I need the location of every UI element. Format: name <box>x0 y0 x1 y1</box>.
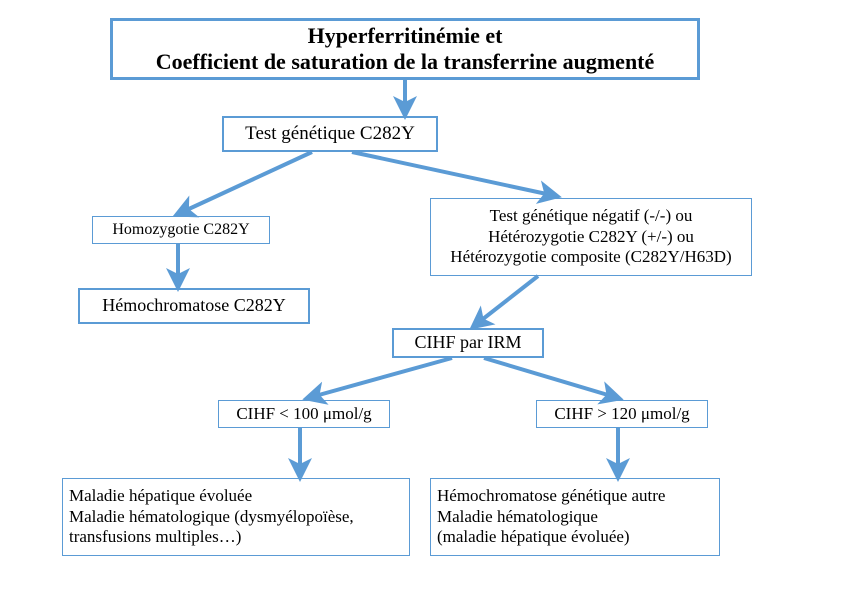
node-line: Hétérozygotie composite (C282Y/H63D) <box>450 247 731 267</box>
node-test: Test génétique C282Y <box>222 116 438 152</box>
node-line: Hyperferritinémie et <box>308 23 503 49</box>
node-line: Hétérozygotie C282Y (+/-) ou <box>488 227 694 247</box>
node-line: Test génétique négatif (-/-) ou <box>490 206 693 226</box>
flow-arrow <box>178 152 312 214</box>
node-line: Coefficient de saturation de la transfer… <box>156 49 655 75</box>
flow-arrow <box>484 358 618 398</box>
node-cihf-high: CIHF > 120 μmol/g <box>536 400 708 428</box>
node-result-right: Hémochromatose génétique autreMaladie hé… <box>430 478 720 556</box>
node-line: Hémochromatose génétique autre <box>437 486 665 506</box>
flow-arrow <box>352 152 556 196</box>
node-line: Hémochromatose C282Y <box>102 295 285 317</box>
node-homo: Homozygotie C282Y <box>92 216 270 244</box>
node-hetero: Test génétique négatif (-/-) ouHétérozyg… <box>430 198 752 276</box>
node-line: Homozygotie C282Y <box>112 220 249 239</box>
node-line: Test génétique C282Y <box>245 123 415 146</box>
node-cihf-low: CIHF < 100 μmol/g <box>218 400 390 428</box>
node-cihf: CIHF par IRM <box>392 328 544 358</box>
node-line: Maladie hématologique <box>437 507 598 527</box>
node-line: CIHF > 120 μmol/g <box>554 404 689 424</box>
node-hemoc: Hémochromatose C282Y <box>78 288 310 324</box>
node-start: Hyperferritinémie etCoefficient de satur… <box>110 18 700 80</box>
node-line: Maladie hématologique (dysmyélopoïèse, <box>69 507 354 527</box>
node-result-left: Maladie hépatique évoluéeMaladie hématol… <box>62 478 410 556</box>
node-line: (maladie hépatique évoluée) <box>437 527 630 547</box>
flow-arrow <box>474 276 538 326</box>
node-line: Maladie hépatique évoluée <box>69 486 252 506</box>
node-line: CIHF < 100 μmol/g <box>236 404 371 424</box>
flow-arrow <box>308 358 452 398</box>
node-line: transfusions multiples…) <box>69 527 241 547</box>
node-line: CIHF par IRM <box>415 332 522 354</box>
